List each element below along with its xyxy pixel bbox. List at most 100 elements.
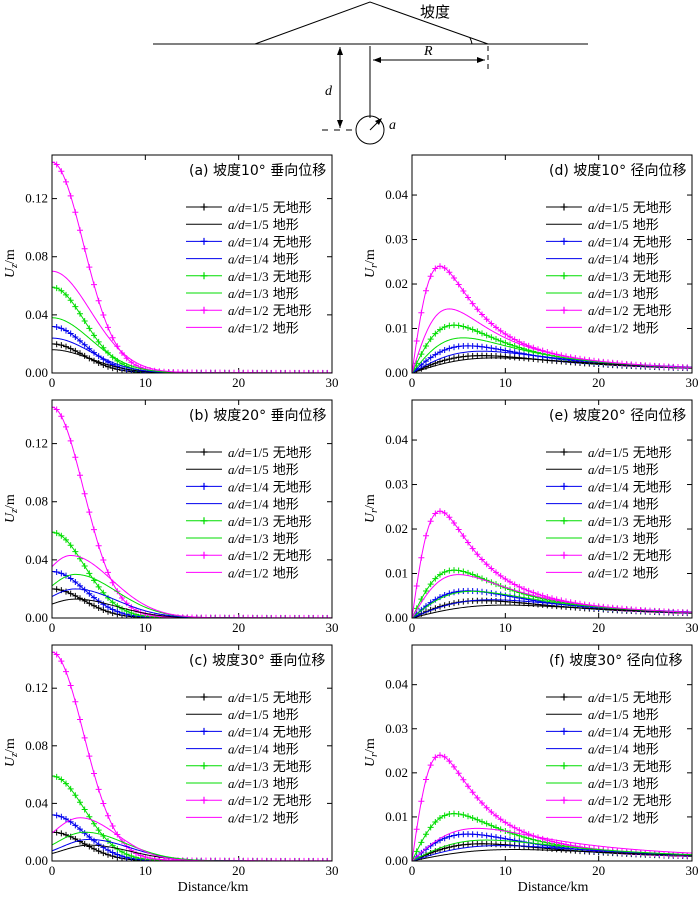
legend-label: a/d=1/4 无地形 [228,234,312,250]
plus-marker [53,341,60,348]
plus-marker [77,310,83,317]
y-tick-label: 0.03 [385,232,408,247]
plus-marker [58,413,65,420]
legend-value: =1/4 [245,497,269,512]
y-tick-label: 0.04 [25,307,48,322]
plus-marker [67,542,74,549]
legend-marker [560,693,568,701]
plus-marker [423,287,429,294]
plus-marker [460,811,467,818]
x-tick-label: 20 [232,863,245,878]
plus-marker [455,322,462,329]
legend-label: a/d=1/3 地形 [588,286,659,302]
legend-ratio: a/d [588,234,605,249]
plus-marker [100,311,107,318]
plus-marker [100,606,107,613]
plus-marker [437,508,443,515]
plus-marker [460,323,467,330]
x-tick-label: 10 [499,375,512,390]
legend-label: a/d=1/3 无地形 [228,269,312,285]
plus-marker [53,568,60,575]
panel-title: (d) 坡度10° 径向位移 [549,163,687,179]
plus-marker [63,291,69,298]
plus-marker [437,815,443,822]
plus-marker [474,816,481,823]
legend-ratio: a/d [588,479,605,494]
legend-ratio: a/d [588,252,605,267]
legend-label: a/d=1/3 地形 [228,286,299,302]
plus-marker [446,356,453,363]
plus-marker [72,579,79,586]
plus-marker [52,159,55,166]
plot-frame [411,154,693,374]
legend-label: a/d=1/3 无地形 [228,759,312,775]
plus-marker [77,337,83,344]
legend-suffix: 地形 [269,777,299,792]
legend-value: =1/5 [605,200,629,215]
schematic-diagram: 坡度 R d a [153,1,588,145]
plus-marker [488,345,495,352]
x-tick-label: 30 [686,863,699,878]
plus-marker [67,437,74,444]
legend-label: a/d=1/4 地形 [588,252,659,268]
plus-marker [67,682,74,689]
plus-marker [137,364,144,371]
legend-ratio: a/d [228,690,245,705]
legend-value: =1/3 [245,531,269,546]
plus-marker [119,594,125,601]
plus-marker [493,569,499,576]
plus-marker [105,812,111,819]
plus-marker [427,824,434,831]
legend-value: =1/3 [605,531,629,546]
plus-marker [451,843,457,850]
plus-marker [100,601,107,608]
plus-marker [63,816,69,823]
legend-value: =1/3 [245,776,269,791]
plus-marker [511,831,518,838]
plus-marker [53,829,60,836]
plus-marker [423,831,429,838]
x-tick-label: 10 [139,620,152,635]
legend-label: a/d=1/5 无地形 [588,445,672,461]
plus-marker [432,819,439,826]
legend-value: =1/5 [605,707,629,722]
legend-ratio: a/d [228,793,245,808]
legend-value: =1/4 [245,252,269,267]
plus-marker [441,592,448,599]
plus-marker [483,804,490,811]
legend-suffix: 地形 [629,566,659,581]
plus-marker [497,816,504,823]
plus-marker [474,551,481,558]
y-axis-unit: /m [3,249,18,264]
legend-value: =1/4 [245,742,269,757]
plus-marker [81,341,88,348]
plus-marker [418,309,425,316]
x-tick-label: 0 [409,863,416,878]
plus-marker [469,300,476,307]
plus-marker [72,209,79,216]
plus-marker [63,780,69,787]
plus-marker [77,595,83,602]
plus-marker [423,532,429,539]
legend-ratio: a/d [588,269,605,284]
plus-marker [516,350,523,356]
plus-marker [95,360,102,367]
x-tick-label: 30 [686,375,699,390]
plus-marker [86,843,93,850]
plus-marker [91,594,97,601]
plus-marker [58,830,65,837]
y-axis-label: Ur/m [363,494,380,523]
y-tick-label: 0.04 [385,432,408,447]
plus-marker [95,297,102,304]
plus-marker [72,822,79,829]
plus-marker [451,275,457,282]
legend-suffix: 地形 [269,743,299,758]
plus-marker [525,831,532,838]
plus-marker [123,851,130,858]
y-tick-label: 0.12 [25,680,48,695]
legend-marker [200,727,208,735]
plus-marker [577,843,583,850]
legend-value: =1/5 [245,707,269,722]
